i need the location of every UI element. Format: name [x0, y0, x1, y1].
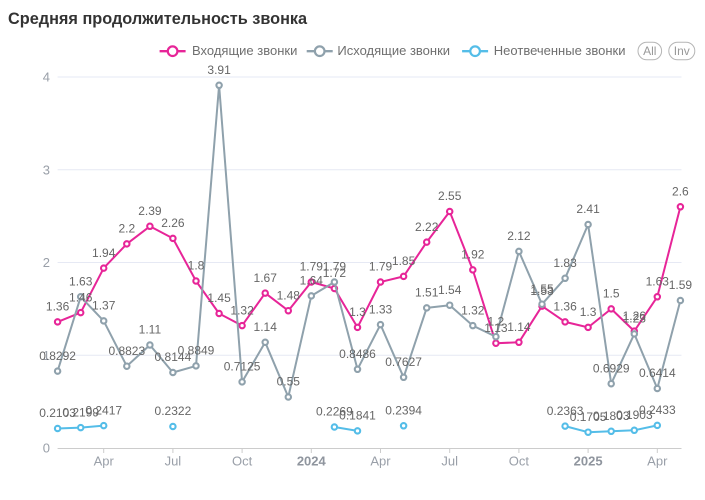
svg-text:Исходящие звонки: Исходящие звонки — [337, 43, 450, 58]
svg-text:1.23: 1.23 — [623, 312, 647, 326]
svg-text:Входящие звонки: Входящие звонки — [192, 43, 297, 58]
svg-text:0.1903: 0.1903 — [616, 408, 653, 422]
svg-text:1.8: 1.8 — [188, 259, 205, 273]
svg-text:2.22: 2.22 — [415, 220, 439, 234]
svg-text:4: 4 — [43, 70, 50, 85]
svg-text:1.45: 1.45 — [207, 291, 231, 305]
svg-text:1.67: 1.67 — [254, 271, 278, 285]
svg-text:Apr: Apr — [94, 454, 115, 469]
svg-text:1.79: 1.79 — [323, 260, 347, 274]
svg-text:0.8849: 0.8849 — [178, 344, 215, 358]
svg-text:Средняя продолжительность звон: Средняя продолжительность звонка — [8, 10, 308, 28]
svg-text:1.37: 1.37 — [92, 299, 116, 313]
svg-text:1.33: 1.33 — [369, 302, 393, 316]
svg-text:1.79: 1.79 — [300, 260, 324, 274]
svg-text:1.63: 1.63 — [646, 275, 670, 289]
svg-text:0.2199: 0.2199 — [62, 405, 99, 419]
svg-text:2.2: 2.2 — [118, 222, 135, 236]
svg-text:2.41: 2.41 — [576, 202, 600, 216]
svg-text:0.8823: 0.8823 — [108, 344, 145, 358]
svg-text:0.6414: 0.6414 — [639, 366, 676, 380]
svg-text:1.26: 1.26 — [623, 309, 647, 323]
svg-text:2.39: 2.39 — [138, 204, 162, 218]
svg-text:2.55: 2.55 — [438, 189, 462, 203]
svg-text:0.7627: 0.7627 — [385, 355, 422, 369]
svg-text:1.32: 1.32 — [461, 303, 485, 317]
svg-text:0.1705: 0.1705 — [570, 410, 607, 424]
svg-text:1.79: 1.79 — [369, 260, 393, 274]
svg-text:1.5: 1.5 — [603, 287, 620, 301]
svg-text:1.36: 1.36 — [553, 300, 577, 314]
svg-text:1.55: 1.55 — [530, 282, 554, 296]
svg-text:Apr: Apr — [647, 454, 668, 469]
svg-text:0.2103: 0.2103 — [39, 406, 76, 420]
svg-text:0.2394: 0.2394 — [385, 404, 422, 418]
svg-text:Apr: Apr — [370, 454, 391, 469]
svg-text:Oct: Oct — [509, 454, 530, 469]
svg-text:0: 0 — [43, 441, 50, 456]
svg-text:2024: 2024 — [297, 454, 327, 469]
svg-text:1.36: 1.36 — [46, 300, 70, 314]
svg-text:0.6929: 0.6929 — [593, 361, 630, 375]
svg-text:1.48: 1.48 — [277, 288, 301, 302]
svg-text:Jul: Jul — [441, 454, 458, 469]
svg-text:1.14: 1.14 — [254, 320, 278, 334]
svg-text:0.8292: 0.8292 — [39, 349, 76, 363]
svg-text:1.51: 1.51 — [415, 286, 439, 300]
svg-text:0.7125: 0.7125 — [224, 360, 261, 374]
svg-text:0.8486: 0.8486 — [339, 347, 376, 361]
svg-text:1.92: 1.92 — [461, 248, 485, 262]
svg-text:1.2: 1.2 — [488, 314, 505, 328]
svg-text:0.2269: 0.2269 — [316, 405, 353, 419]
svg-text:1: 1 — [43, 348, 50, 363]
svg-text:0.1841: 0.1841 — [339, 409, 376, 423]
svg-text:2.6: 2.6 — [672, 185, 689, 199]
svg-text:Inv: Inv — [674, 44, 690, 58]
svg-text:0.2363: 0.2363 — [547, 404, 584, 418]
svg-text:1.3: 1.3 — [349, 305, 366, 319]
svg-text:Неотвеченные звонки: Неотвеченные звонки — [494, 43, 626, 58]
svg-text:1.32: 1.32 — [230, 303, 254, 317]
svg-text:1.14: 1.14 — [507, 320, 531, 334]
svg-text:0.2417: 0.2417 — [85, 403, 122, 417]
svg-text:1.11: 1.11 — [139, 323, 162, 337]
svg-text:3: 3 — [43, 162, 50, 177]
svg-text:2.26: 2.26 — [161, 216, 185, 230]
svg-text:1.3: 1.3 — [580, 305, 597, 319]
svg-text:1.54: 1.54 — [438, 283, 462, 297]
svg-text:0.1803: 0.1803 — [593, 409, 630, 423]
svg-text:Jul: Jul — [165, 454, 182, 469]
svg-text:2: 2 — [43, 255, 50, 270]
svg-text:Oct: Oct — [232, 454, 253, 469]
svg-text:0.2433: 0.2433 — [639, 403, 676, 417]
svg-text:1.94: 1.94 — [92, 246, 116, 260]
svg-text:0.2322: 0.2322 — [155, 404, 192, 418]
svg-text:3.91: 3.91 — [207, 63, 231, 77]
svg-text:1.53: 1.53 — [530, 284, 554, 298]
svg-text:2.12: 2.12 — [507, 229, 531, 243]
svg-text:1.85: 1.85 — [392, 254, 416, 268]
svg-text:2025: 2025 — [574, 454, 603, 469]
svg-text:1.46: 1.46 — [69, 290, 93, 304]
svg-text:1.63: 1.63 — [69, 275, 93, 289]
svg-text:All: All — [643, 44, 656, 58]
svg-text:1.72: 1.72 — [323, 266, 347, 280]
svg-text:1.83: 1.83 — [553, 256, 577, 270]
svg-text:0.55: 0.55 — [277, 375, 301, 389]
svg-text:0.8144: 0.8144 — [155, 350, 192, 364]
svg-text:1.59: 1.59 — [669, 278, 693, 292]
svg-text:1.64: 1.64 — [300, 274, 324, 288]
svg-text:1.13: 1.13 — [484, 321, 508, 335]
